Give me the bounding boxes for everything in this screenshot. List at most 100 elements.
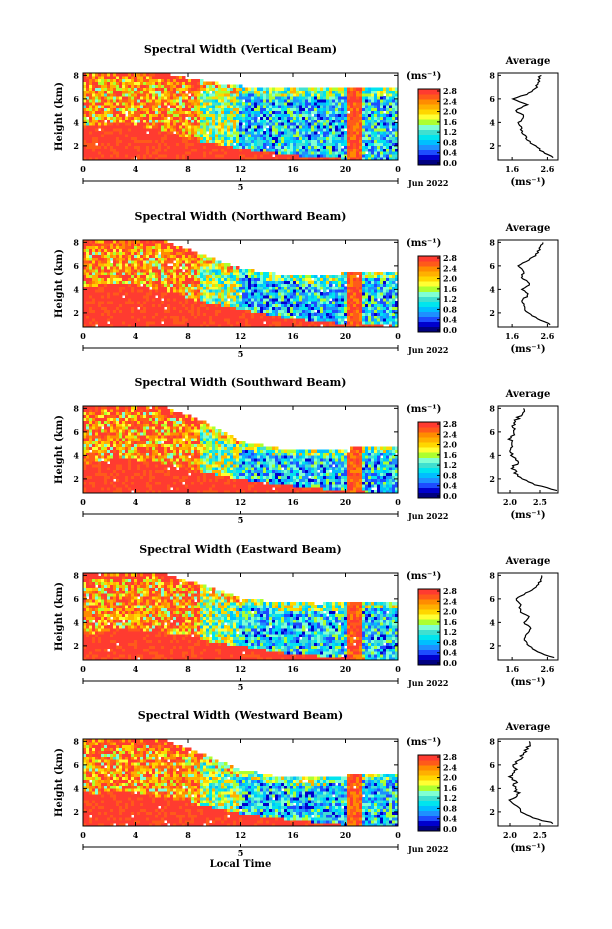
- average-profile-line: [511, 74, 554, 159]
- avg-y-tick-label: 4: [489, 284, 495, 294]
- colorbar: [418, 256, 440, 333]
- avg-x-tick-label: 2.6: [540, 331, 554, 341]
- colorbar-tick-label: 1.6: [443, 783, 457, 793]
- avg-y-tick-label: 8: [489, 736, 495, 746]
- colorbar-tick-label: 1.6: [443, 284, 457, 294]
- x-tick-label: 4: [133, 164, 139, 174]
- colorbar-swatch: [418, 755, 440, 761]
- colorbar-swatch: [418, 634, 440, 640]
- colorbar-tick-label: 0.4: [443, 148, 457, 158]
- colorbar-swatch: [418, 770, 440, 776]
- colorbar-swatch: [418, 94, 440, 100]
- y-tick-label: 2: [73, 474, 79, 484]
- colorbar-swatch: [418, 609, 440, 615]
- colorbar-swatch: [418, 154, 440, 161]
- colorbar-swatch: [418, 599, 440, 605]
- avg-x-tick-label: 2.6: [540, 664, 554, 674]
- date-tick-label: 5: [238, 349, 244, 359]
- avg-y-tick-label: 6: [489, 94, 495, 104]
- x-tick-label: 20: [340, 331, 352, 341]
- avg-x-tick-label: 1.6: [505, 164, 519, 174]
- y-tick-label: 2: [73, 308, 79, 318]
- colorbar-swatch: [418, 795, 440, 801]
- colorbar-tick-label: 0.8: [443, 137, 457, 147]
- avg-y-tick-label: 2: [489, 141, 495, 151]
- colorbar-tick-label: 2.4: [443, 429, 457, 439]
- colorbar-tick-label: 2.0: [443, 607, 457, 617]
- colorbar-tick-label: 1.2: [443, 127, 457, 137]
- colorbar-swatch: [418, 790, 440, 796]
- colorbar-tick-label: 2.0: [443, 274, 457, 284]
- colorbar-tick-label: 2.8: [443, 752, 457, 762]
- panel-title: Spectral Width (Eastward Beam): [139, 543, 341, 556]
- colorbar-swatch: [418, 316, 440, 323]
- colorbar-tick-label: 1.2: [443, 294, 457, 304]
- date-label: Jun 2022: [407, 511, 448, 521]
- avg-y-tick-label: 6: [489, 427, 495, 437]
- colorbar-swatch: [418, 422, 440, 428]
- date-label: Jun 2022: [407, 678, 448, 688]
- heatmap-cells: [83, 573, 399, 661]
- average-frame: [497, 572, 559, 661]
- avg-y-tick-label: 4: [489, 117, 495, 127]
- y-tick-label: 4: [73, 284, 79, 294]
- colorbar-tick-label: 2.4: [443, 263, 457, 273]
- colorbar-tick-label: 2.8: [443, 419, 457, 429]
- panel-4: Spectral Width (Eastward Beam) 2 4 6 8 Height…: [54, 543, 559, 692]
- x-tick-label: 8: [185, 164, 191, 174]
- colorbar-frame: [417, 255, 441, 333]
- y-tick-label: 8: [73, 736, 79, 746]
- colorbar-swatch: [418, 775, 440, 781]
- x-tick-label: 0: [395, 830, 401, 840]
- colorbar-tick-label: 2.4: [443, 596, 457, 606]
- panel-title: Spectral Width (Northward Beam): [135, 210, 347, 223]
- date-label: Jun 2022: [407, 345, 448, 355]
- colorbar-tick-label: 0.0: [443, 325, 457, 335]
- colorbar-swatch: [418, 594, 440, 600]
- avg-x-tick-label: 2.6: [540, 164, 554, 174]
- y-tick-label: 6: [73, 760, 79, 770]
- x-tick-label: 0: [395, 331, 401, 341]
- colorbar-swatch: [418, 815, 440, 822]
- colorbar-swatch: [418, 442, 440, 448]
- colorbar-swatch: [418, 144, 440, 151]
- colorbar-tick-label: 0.8: [443, 470, 457, 480]
- colorbar: [418, 589, 440, 666]
- y-axis-label: Height (km): [54, 82, 65, 151]
- x-tick-label: 8: [185, 830, 191, 840]
- y-tick-label: 2: [73, 641, 79, 651]
- average-title: Average: [505, 556, 551, 567]
- avg-y-tick-label: 6: [489, 261, 495, 271]
- y-tick-label: 2: [73, 141, 79, 151]
- average-profile-line: [515, 575, 555, 659]
- colorbar-tick-label: 2.8: [443, 86, 457, 96]
- colorbar-unit: (ms⁻¹): [406, 71, 441, 82]
- x-tick-label: 8: [185, 497, 191, 507]
- colorbar-tick-label: 1.6: [443, 617, 457, 627]
- colorbar-tick-label: 0.4: [443, 481, 457, 491]
- colorbar-swatch: [418, 800, 440, 806]
- colorbar-tick-label: 2.0: [443, 107, 457, 117]
- avg-y-tick-label: 8: [489, 70, 495, 80]
- average-profile-line: [506, 408, 558, 492]
- x-tick-label: 0: [80, 497, 86, 507]
- y-axis-label: Height (km): [54, 249, 65, 318]
- heatmap-cells: [83, 240, 399, 328]
- colorbar-tick-label: 0.4: [443, 648, 457, 658]
- colorbar-swatch: [418, 604, 440, 610]
- average-title: Average: [505, 722, 551, 733]
- colorbar-frame: [417, 588, 441, 666]
- avg-y-tick-label: 2: [489, 641, 495, 651]
- colorbar-tick-label: 1.2: [443, 460, 457, 470]
- average-profile-line: [507, 741, 554, 825]
- y-tick-label: 2: [73, 807, 79, 817]
- date-tick-label: 5: [238, 848, 244, 858]
- colorbar-swatch: [418, 99, 440, 105]
- colorbar-swatch: [418, 311, 440, 318]
- y-axis-label: Height (km): [54, 748, 65, 817]
- colorbar-swatch: [418, 432, 440, 438]
- panel-2: Spectral Width (Northward Beam) 2 4 6 8 Heigh…: [54, 210, 559, 359]
- y-tick-label: 6: [73, 261, 79, 271]
- colorbar-swatch: [418, 89, 440, 95]
